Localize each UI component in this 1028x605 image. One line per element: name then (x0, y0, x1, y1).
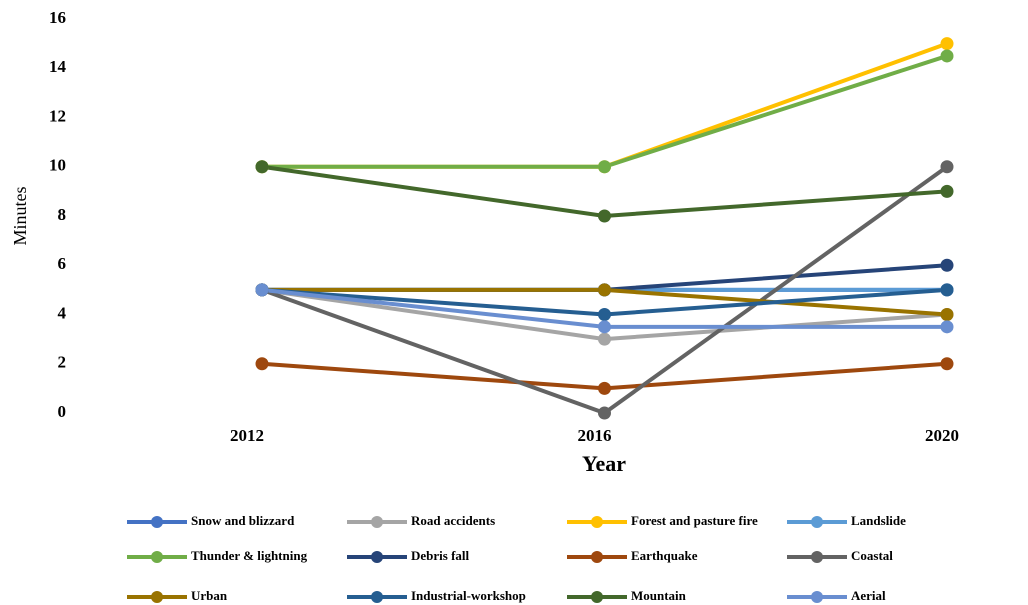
data-point (598, 210, 611, 223)
legend-marker (591, 551, 603, 563)
y-axis-label: Minutes (10, 186, 30, 245)
data-point (598, 407, 611, 420)
data-point (941, 283, 954, 296)
y-tick-label: 8 (58, 205, 67, 224)
legend-label: Debris fall (411, 548, 470, 563)
series-line (262, 44, 947, 167)
legend-marker (371, 591, 383, 603)
y-tick-label: 2 (58, 353, 67, 372)
data-point (256, 160, 269, 173)
legend-marker (811, 591, 823, 603)
data-point (598, 308, 611, 321)
data-point (941, 160, 954, 173)
legend-label: Mountain (631, 588, 687, 603)
legend-marker (151, 516, 163, 528)
data-point (941, 49, 954, 62)
data-point (598, 333, 611, 346)
data-point (598, 382, 611, 395)
data-point (256, 283, 269, 296)
series-line (262, 56, 947, 167)
y-tick-label: 12 (49, 106, 66, 125)
legend-marker (371, 551, 383, 563)
data-point (941, 259, 954, 272)
chart: Minutes Year 0 2 4 6 8 10 12 14 16 2012 2016 2020 S… (0, 0, 1028, 605)
legend-label: Snow and blizzard (191, 513, 295, 528)
legend-marker (811, 551, 823, 563)
x-tick-label: 2020 (925, 426, 959, 445)
legend-label: Aerial (851, 588, 886, 603)
y-tick-label: 14 (49, 57, 67, 76)
data-point (598, 283, 611, 296)
legend: Snow and blizzard Road accidents Forest an… (127, 513, 906, 603)
legend-label: Forest and pasture fire (631, 513, 758, 528)
legend-label: Road accidents (411, 513, 495, 528)
data-point (256, 357, 269, 370)
data-point (941, 37, 954, 50)
y-tick-label: 4 (58, 303, 67, 322)
data-point (941, 308, 954, 321)
x-tick-label: 2016 (578, 426, 612, 445)
legend-marker (371, 516, 383, 528)
legend-label: Urban (191, 588, 228, 603)
plot-area: 0 2 4 6 8 10 12 14 16 2012 2016 2020 (49, 8, 959, 445)
y-tick-label: 10 (49, 156, 66, 175)
legend-label: Coastal (851, 548, 893, 563)
y-tick-label: 6 (58, 254, 67, 273)
series-line (262, 167, 947, 216)
legend-marker (151, 591, 163, 603)
legend-label: Landslide (851, 513, 906, 528)
page: {"chart_data": {"type": "line", "x_label… (0, 0, 1028, 605)
legend-marker (591, 516, 603, 528)
legend-label: Industrial-workshop (411, 588, 526, 603)
x-tick-label: 2012 (230, 426, 264, 445)
data-point (941, 185, 954, 198)
legend-marker (151, 551, 163, 563)
x-axis-label: Year (582, 451, 626, 476)
legend-marker (591, 591, 603, 603)
y-tick-label: 0 (58, 402, 67, 421)
legend-marker (811, 516, 823, 528)
data-point (598, 160, 611, 173)
data-point (941, 320, 954, 333)
legend-label: Thunder & lightning (191, 548, 308, 563)
data-point (941, 357, 954, 370)
data-point (598, 320, 611, 333)
y-tick-label: 16 (49, 8, 66, 27)
legend-label: Earthquake (631, 548, 698, 563)
